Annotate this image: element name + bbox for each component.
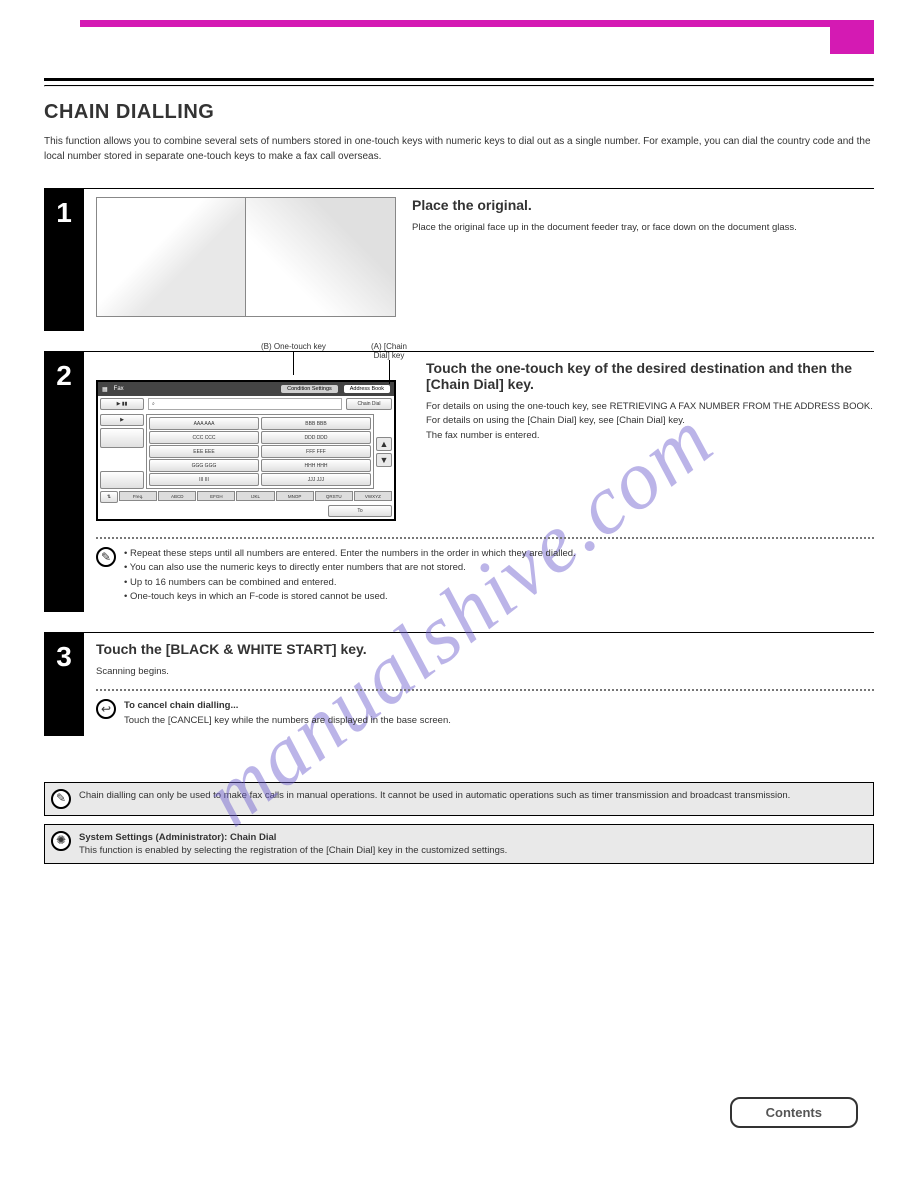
step-2: 2 (A) [Chain Dial] key (B) One-touch key… <box>44 351 874 612</box>
pencil-note-icon: ✎ <box>51 789 71 809</box>
ts-index-tab[interactable]: EFGH <box>197 491 235 501</box>
ts-index-tab[interactable]: VWXYZ <box>354 491 392 501</box>
step-3-title: Touch the [BLACK & WHITE START] key. <box>96 641 874 657</box>
ts-display-switch[interactable]: ▶ ▮▮ <box>100 398 144 410</box>
step-1-number: 1 <box>44 189 84 331</box>
step-3-body: Scanning begins. <box>96 665 874 679</box>
ts-index-tab[interactable]: QRSTU <box>315 491 353 501</box>
dashed-separator-2 <box>96 689 874 691</box>
touchscreen-mockup: ▦ Fax Condition Settings Address Book ▶ … <box>96 380 396 521</box>
intro-paragraph: This function allows you to combine seve… <box>44 134 874 164</box>
ts-contact[interactable]: CCC CCC <box>149 431 259 444</box>
ts-contact[interactable]: EEE EEE <box>149 445 259 458</box>
callout-one-touch: (B) One-touch key <box>261 342 326 375</box>
step-3-cancel: To cancel chain dialling... Touch the [C… <box>124 699 451 728</box>
ts-tab-address[interactable]: Address Book <box>344 385 390 393</box>
gear-settings-icon: ✺ <box>51 831 71 851</box>
ts-scroll-down[interactable]: ▼ <box>376 453 392 467</box>
ts-contact[interactable]: JJJ JJJ <box>261 473 371 486</box>
step-3: 3 Touch the [BLACK & WHITE START] key. S… <box>44 632 874 736</box>
ts-contact[interactable]: HHH HHH <box>261 459 371 472</box>
step-2-body2: For details on using the [Chain Dial] ke… <box>426 414 874 428</box>
ts-contact-grid: AAA AAABBB BBB CCC CCCDDD DDD EEE EEEFFF… <box>146 414 374 489</box>
ts-to-button[interactable]: To <box>328 505 392 517</box>
ts-sort-button[interactable]: ⇅ <box>100 491 118 503</box>
step-2-notes: • Repeat these steps until all numbers a… <box>124 547 576 604</box>
original-placement-illustration <box>96 197 396 317</box>
step-3-number: 3 <box>44 633 84 736</box>
ts-contact[interactable]: AAA AAA <box>149 417 259 430</box>
step-1: 1 Place the original. Place the original… <box>44 188 874 331</box>
ts-header-title: Fax <box>114 386 124 392</box>
step-2-title: Touch the one-touch key of the desired d… <box>426 360 874 392</box>
ts-chain-dial-button[interactable]: Chain Dial <box>346 398 392 410</box>
ts-sidebar-address-entry[interactable] <box>100 428 144 448</box>
ts-index-tab[interactable]: ABCD <box>158 491 196 501</box>
settings-box-text: System Settings (Administrator): Chain D… <box>79 831 507 858</box>
note-box-text: Chain dialling can only be used to make … <box>79 789 790 802</box>
ts-index-tab[interactable]: IJKL <box>236 491 274 501</box>
ts-contact[interactable]: DDD DDD <box>261 431 371 444</box>
ts-destination-field: ⌕ <box>148 398 342 410</box>
ts-contact[interactable]: BBB BBB <box>261 417 371 430</box>
dashed-separator <box>96 537 874 539</box>
ts-scroll-up[interactable]: ▲ <box>376 437 392 451</box>
ts-index-tab[interactable]: Freq. <box>119 491 157 501</box>
step-2-body3: The fax number is entered. <box>426 429 874 443</box>
contents-button[interactable]: Contents <box>730 1097 858 1128</box>
title-rule-bottom <box>44 85 874 87</box>
ts-contact[interactable]: III III <box>149 473 259 486</box>
ts-fax-icon: ▦ <box>102 386 108 393</box>
ts-index-tab[interactable]: MNOP <box>276 491 314 501</box>
header-bar <box>44 20 874 54</box>
ts-contact[interactable]: GGG GGG <box>149 459 259 472</box>
note-box: ✎ Chain dialling can only be used to mak… <box>44 782 874 816</box>
ts-contact[interactable]: FFF FFF <box>261 445 371 458</box>
step-2-number: 2 <box>44 352 84 612</box>
settings-box: ✺ System Settings (Administrator): Chain… <box>44 824 874 865</box>
title-rule-top <box>44 78 874 81</box>
pencil-note-icon: ✎ <box>96 547 116 567</box>
step-2-body1: For details on using the one-touch key, … <box>426 400 874 414</box>
cancel-back-icon: ↩ <box>96 699 116 719</box>
ts-sidebar-auto[interactable]: ▶ <box>100 414 144 426</box>
page-title: CHAIN DIALLING <box>44 101 874 124</box>
ts-sidebar-special[interactable] <box>100 471 144 489</box>
ts-tab-condition[interactable]: Condition Settings <box>281 385 338 393</box>
callout-chain-dial: (A) [Chain Dial] key <box>366 342 412 384</box>
